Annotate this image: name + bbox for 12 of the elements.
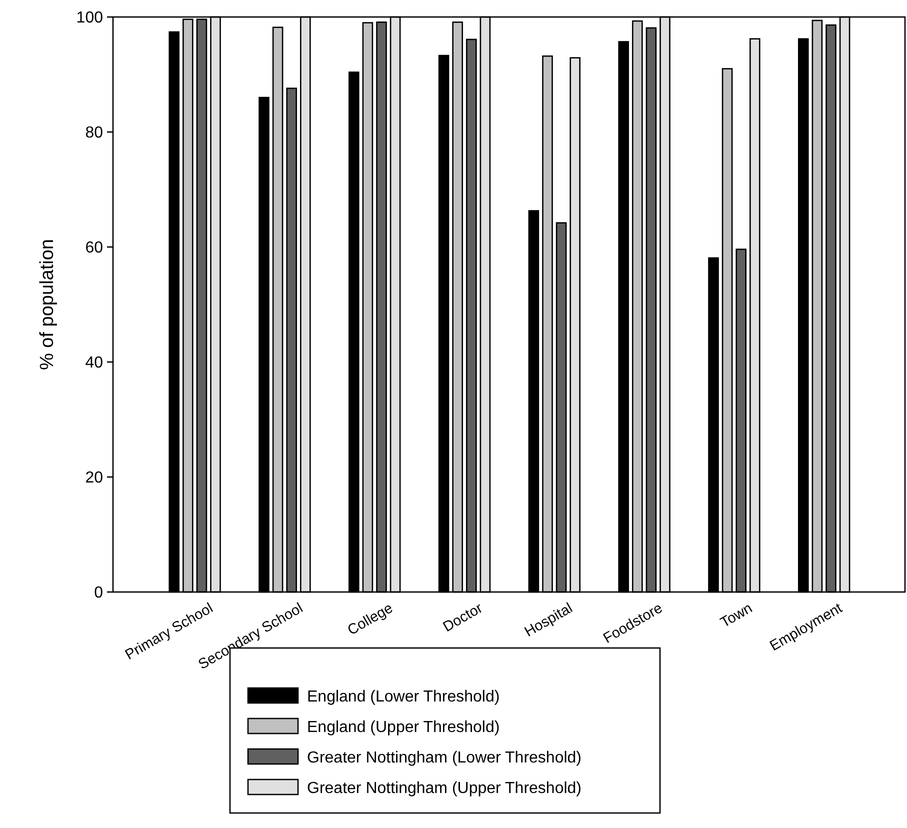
legend-label: England (Lower Threshold) — [307, 688, 500, 706]
legend-label: Greater Nottingham (Upper Threshold) — [307, 780, 582, 798]
y-tick-label: 40 — [85, 354, 104, 372]
legend-label: Greater Nottingham (Lower Threshold) — [307, 750, 582, 767]
y-tick-label: 20 — [85, 470, 104, 487]
y-tick-label: 80 — [85, 124, 104, 142]
y-tick-label: 0 — [94, 584, 104, 602]
legend-label: England (Upper Threshold) — [307, 719, 500, 736]
y-axis-title: % of population — [37, 239, 58, 370]
x-tick-label: Town — [718, 600, 756, 632]
y-tick-label: 60 — [85, 240, 104, 257]
y-tick-label: 100 — [76, 10, 104, 27]
